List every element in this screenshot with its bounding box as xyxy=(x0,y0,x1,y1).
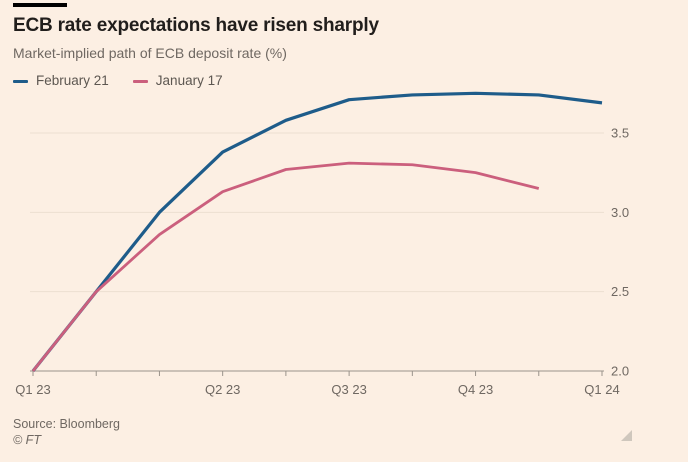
legend: February 21 January 17 xyxy=(13,72,223,90)
legend-dash-icon xyxy=(132,79,148,83)
chart-title: ECB rate expectations have risen sharply xyxy=(13,15,379,36)
x-axis-label: Q2 23 xyxy=(205,382,240,397)
series-line-february-21 xyxy=(31,91,603,372)
legend-item-january-17: January 17 xyxy=(132,72,223,90)
x-axis-label: Q3 23 xyxy=(331,382,366,397)
source-note: Source: Bloomberg xyxy=(13,417,121,431)
chart-subtitle: Market-implied path of ECB deposit rate … xyxy=(13,45,287,61)
y-axis-label: 3.5 xyxy=(611,126,629,141)
y-axis-label: 3.0 xyxy=(611,205,629,220)
resize-handle-icon xyxy=(621,430,632,441)
y-axis-label: 2.0 xyxy=(611,364,629,379)
x-axis-label: Q1 24 xyxy=(584,382,619,397)
ft-copyright: © FT xyxy=(13,433,41,447)
x-axis-label: Q1 23 xyxy=(15,382,50,397)
legend-item-february-21: February 21 xyxy=(13,72,109,90)
legend-label: February 21 xyxy=(36,73,109,88)
accent-bar xyxy=(13,3,67,7)
x-axis-label: Q4 23 xyxy=(458,382,493,397)
legend-dash-icon xyxy=(13,79,28,83)
legend-label: January 17 xyxy=(155,73,223,88)
series-line-january-17 xyxy=(31,161,540,372)
y-axis-label: 2.5 xyxy=(611,284,629,299)
